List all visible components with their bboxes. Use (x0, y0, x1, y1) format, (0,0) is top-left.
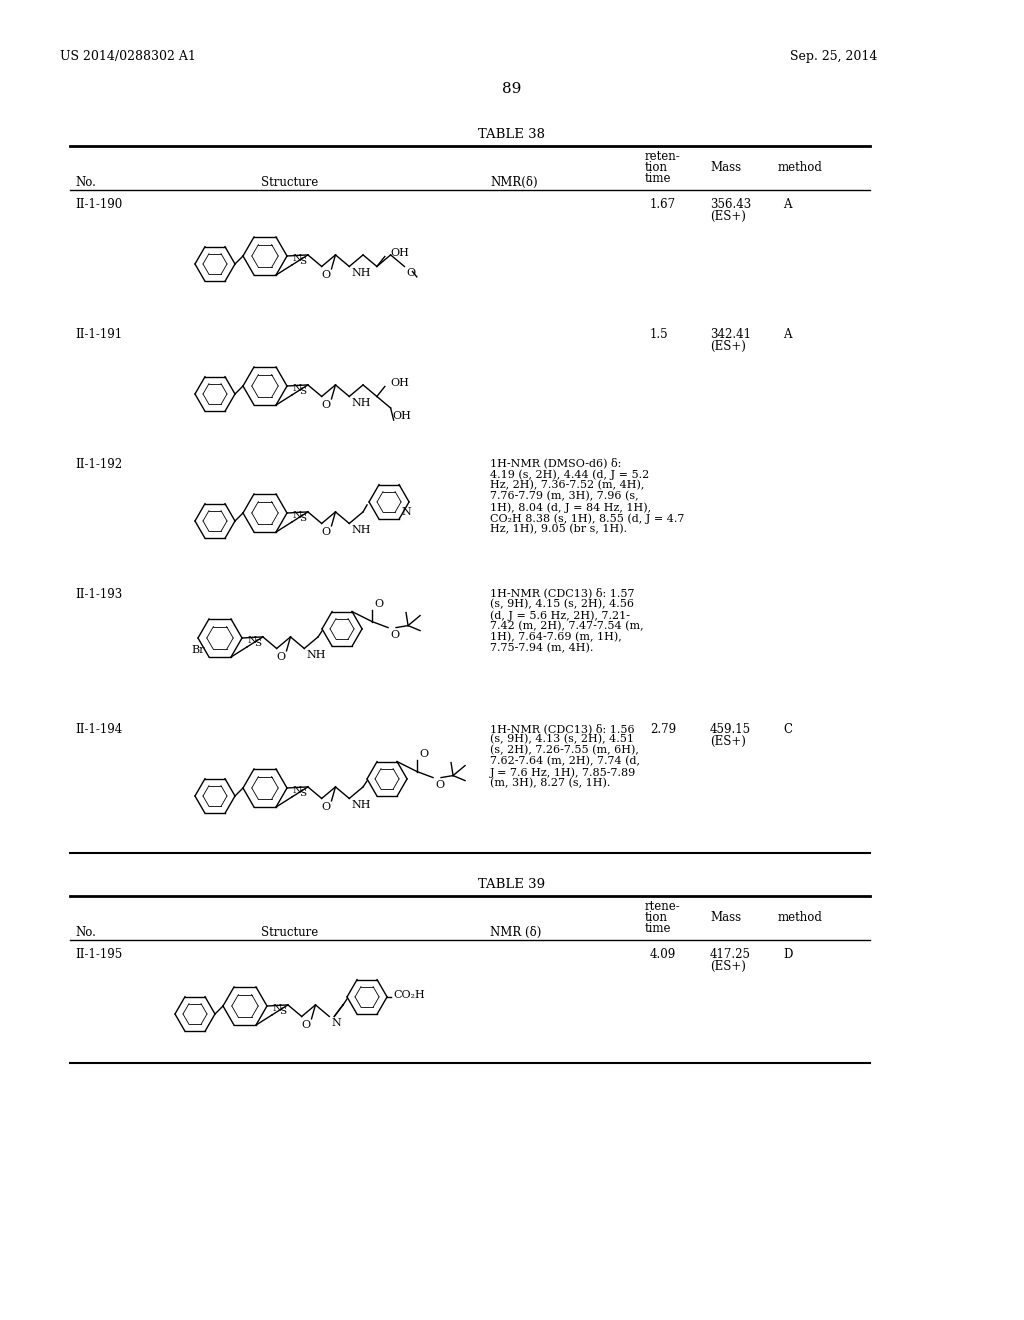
Text: TABLE 39: TABLE 39 (478, 878, 546, 891)
Text: O: O (322, 527, 331, 537)
Text: D: D (783, 948, 793, 961)
Text: O: O (301, 1020, 310, 1030)
Text: C: C (783, 723, 792, 737)
Text: N: N (293, 253, 302, 263)
Text: NH: NH (351, 399, 371, 408)
Text: Hz, 2H), 7.36-7.52 (m, 4H),: Hz, 2H), 7.36-7.52 (m, 4H), (490, 480, 644, 490)
Text: O: O (276, 652, 286, 661)
Text: 7.42 (m, 2H), 7.47-7.54 (m,: 7.42 (m, 2H), 7.47-7.54 (m, (490, 620, 644, 631)
Text: (ES+): (ES+) (710, 341, 745, 352)
Text: (s, 9H), 4.15 (s, 2H), 4.56: (s, 9H), 4.15 (s, 2H), 4.56 (490, 599, 634, 610)
Text: NMR(δ): NMR(δ) (490, 176, 538, 189)
Text: N: N (401, 507, 411, 517)
Text: N: N (293, 384, 302, 393)
Text: S: S (299, 789, 306, 799)
Text: A: A (783, 327, 792, 341)
Text: II-1-194: II-1-194 (75, 723, 122, 737)
Text: 417.25: 417.25 (710, 948, 751, 961)
Text: method: method (778, 161, 823, 174)
Text: NH: NH (306, 651, 326, 660)
Text: 4.09: 4.09 (650, 948, 676, 961)
Text: 1.67: 1.67 (650, 198, 676, 211)
Text: II-1-190: II-1-190 (75, 198, 122, 211)
Text: Structure: Structure (261, 176, 318, 189)
Text: (ES+): (ES+) (710, 960, 745, 973)
Text: OH: OH (391, 379, 410, 388)
Text: N: N (248, 636, 257, 645)
Text: CO₂H: CO₂H (393, 990, 425, 999)
Text: II-1-192: II-1-192 (75, 458, 122, 471)
Text: CO₂H 8.38 (s, 1H), 8.55 (d, J = 4.7: CO₂H 8.38 (s, 1H), 8.55 (d, J = 4.7 (490, 513, 684, 524)
Text: O: O (390, 630, 399, 640)
Text: O: O (419, 748, 428, 759)
Text: 1.5: 1.5 (650, 327, 669, 341)
Text: 2.79: 2.79 (650, 723, 676, 737)
Text: NH: NH (351, 525, 371, 536)
Text: 356.43: 356.43 (710, 198, 752, 211)
Text: 1H-NMR (DMSO-d6) δ:: 1H-NMR (DMSO-d6) δ: (490, 458, 622, 469)
Text: OH: OH (392, 411, 412, 421)
Text: 7.75-7.94 (m, 4H).: 7.75-7.94 (m, 4H). (490, 643, 593, 653)
Text: 342.41: 342.41 (710, 327, 751, 341)
Text: II-1-193: II-1-193 (75, 587, 122, 601)
Text: rtene-: rtene- (645, 900, 681, 913)
Text: O: O (322, 400, 331, 411)
Text: time: time (645, 172, 672, 185)
Text: II-1-191: II-1-191 (75, 327, 122, 341)
Text: NH: NH (351, 800, 371, 810)
Text: OH: OH (391, 248, 410, 259)
Text: NMR (δ): NMR (δ) (490, 927, 542, 939)
Text: No.: No. (75, 176, 96, 189)
Text: NH: NH (351, 268, 371, 279)
Text: O: O (435, 780, 444, 789)
Text: (ES+): (ES+) (710, 735, 745, 748)
Text: tion: tion (645, 161, 668, 174)
Text: No.: No. (75, 927, 96, 939)
Text: N: N (332, 1019, 341, 1028)
Text: 1H-NMR (CDC13) δ: 1.57: 1H-NMR (CDC13) δ: 1.57 (490, 587, 635, 599)
Text: (ES+): (ES+) (710, 210, 745, 223)
Text: N: N (293, 511, 302, 520)
Text: Mass: Mass (710, 911, 741, 924)
Text: S: S (299, 388, 306, 396)
Text: 89: 89 (503, 82, 521, 96)
Text: 7.76-7.79 (m, 3H), 7.96 (s,: 7.76-7.79 (m, 3H), 7.96 (s, (490, 491, 639, 502)
Text: Sep. 25, 2014: Sep. 25, 2014 (790, 50, 878, 63)
Text: Mass: Mass (710, 161, 741, 174)
Text: reten-: reten- (645, 150, 681, 162)
Text: 7.62-7.64 (m, 2H), 7.74 (d,: 7.62-7.64 (m, 2H), 7.74 (d, (490, 756, 640, 767)
Text: US 2014/0288302 A1: US 2014/0288302 A1 (60, 50, 196, 63)
Text: N: N (293, 785, 302, 795)
Text: (s, 9H), 4.13 (s, 2H), 4.51: (s, 9H), 4.13 (s, 2H), 4.51 (490, 734, 634, 744)
Text: (d, J = 5.6 Hz, 2H), 7.21-: (d, J = 5.6 Hz, 2H), 7.21- (490, 610, 630, 620)
Text: time: time (645, 921, 672, 935)
Text: 459.15: 459.15 (710, 723, 752, 737)
Text: S: S (254, 639, 261, 648)
Text: 1H), 8.04 (d, J = 84 Hz, 1H),: 1H), 8.04 (d, J = 84 Hz, 1H), (490, 502, 651, 512)
Text: TABLE 38: TABLE 38 (478, 128, 546, 141)
Text: (s, 2H), 7.26-7.55 (m, 6H),: (s, 2H), 7.26-7.55 (m, 6H), (490, 744, 639, 755)
Text: O: O (322, 269, 331, 280)
Text: O: O (322, 801, 331, 812)
Text: O: O (407, 268, 416, 279)
Text: Br: Br (191, 645, 205, 655)
Text: (m, 3H), 8.27 (s, 1H).: (m, 3H), 8.27 (s, 1H). (490, 777, 610, 788)
Text: S: S (299, 257, 306, 267)
Text: method: method (778, 911, 823, 924)
Text: J = 7.6 Hz, 1H), 7.85-7.89: J = 7.6 Hz, 1H), 7.85-7.89 (490, 767, 636, 777)
Text: 1H), 7.64-7.69 (m, 1H),: 1H), 7.64-7.69 (m, 1H), (490, 632, 622, 643)
Text: 4.19 (s, 2H), 4.44 (d, J = 5.2: 4.19 (s, 2H), 4.44 (d, J = 5.2 (490, 469, 649, 479)
Text: Hz, 1H), 9.05 (br s, 1H).: Hz, 1H), 9.05 (br s, 1H). (490, 524, 627, 535)
Text: S: S (299, 515, 306, 524)
Text: II-1-195: II-1-195 (75, 948, 122, 961)
Text: O: O (374, 598, 383, 609)
Text: 1H-NMR (CDC13) δ: 1.56: 1H-NMR (CDC13) δ: 1.56 (490, 723, 635, 734)
Text: tion: tion (645, 911, 668, 924)
Text: S: S (280, 1007, 287, 1016)
Text: Structure: Structure (261, 927, 318, 939)
Text: N: N (273, 1005, 282, 1012)
Text: A: A (783, 198, 792, 211)
